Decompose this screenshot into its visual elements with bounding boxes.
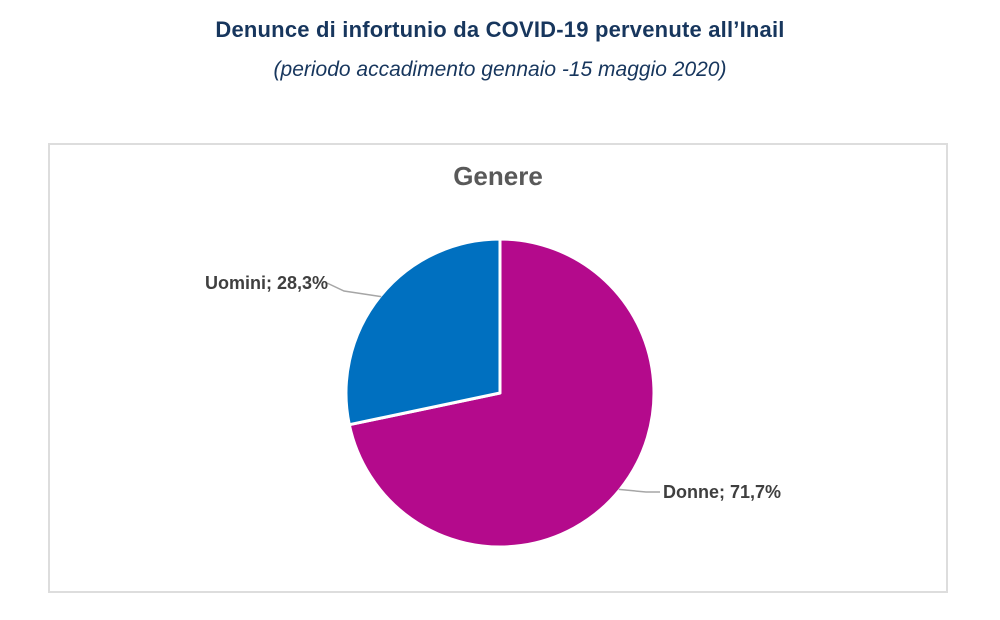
- leader-line-uomini: [326, 282, 382, 298]
- chart-frame: Genere Uomini; 28,3% Donne; 71,7%: [48, 143, 948, 593]
- slice-label-uomini: Uomini; 28,3%: [204, 273, 328, 293]
- chart-title: Genere: [453, 161, 543, 191]
- pie-slice-uomini: [344, 237, 502, 427]
- page-subtitle: (periodo accadimento gennaio -15 maggio …: [273, 58, 727, 81]
- pie-chart: [326, 237, 660, 549]
- slice-label-donne: Donne; 71,7%: [663, 482, 782, 502]
- page-title: Denunce di infortunio da COVID-19 perven…: [215, 17, 785, 42]
- leader-line-donne: [618, 488, 660, 493]
